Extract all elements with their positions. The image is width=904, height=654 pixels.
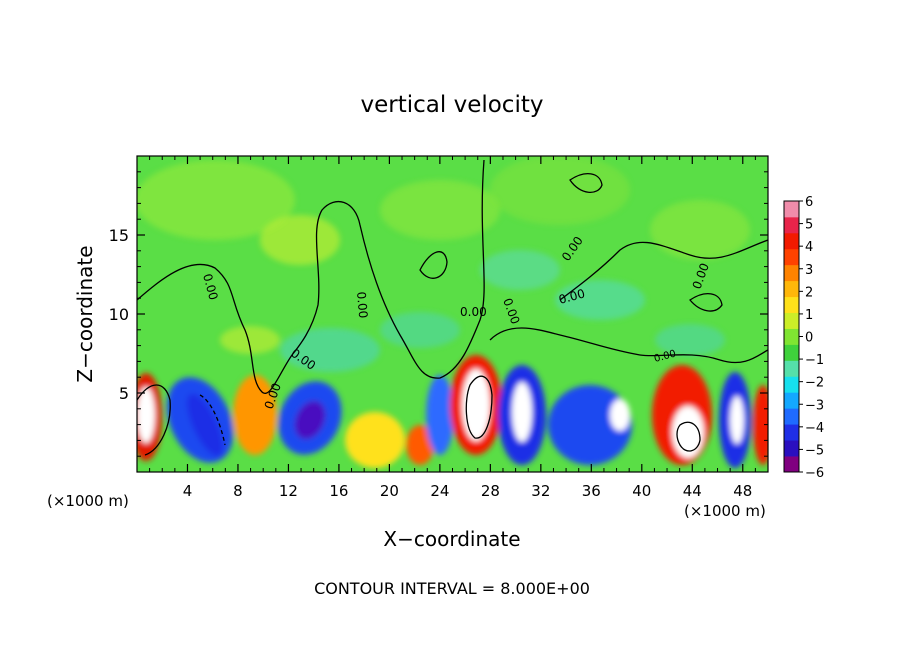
- x-tick-label: 36: [582, 482, 601, 500]
- colorbar-swatch: [784, 328, 799, 345]
- colorbar-swatch: [784, 201, 799, 218]
- colorbar-tick-label: 1: [805, 308, 813, 323]
- contour-label: 0.00: [460, 305, 487, 319]
- colorbar-swatch: [784, 360, 799, 377]
- y-axis-ticks: 5 10 15: [109, 171, 768, 457]
- colorbar-swatch: [784, 312, 799, 329]
- y-axis-label: Z−coordinate: [73, 245, 97, 382]
- x-tick-label: 44: [683, 482, 702, 500]
- x-tick-label: 8: [233, 482, 243, 500]
- colorbar-swatch: [784, 408, 799, 425]
- x-tick-label: 4: [183, 482, 193, 500]
- x-tick-label: 40: [632, 482, 651, 500]
- colorbar-swatch: [784, 296, 799, 313]
- chart-title: vertical velocity: [361, 92, 544, 118]
- colorbar-swatch: [784, 248, 799, 266]
- colorbar-swatch: [784, 424, 799, 441]
- colorbar-tick-label: −4: [805, 421, 824, 436]
- x-tick-label: 24: [430, 482, 449, 500]
- x-axis-label: X−coordinate: [383, 527, 520, 551]
- contour-label: 0.00: [354, 291, 370, 319]
- colorbar-tick-label: 2: [805, 285, 813, 300]
- velocity-field: [137, 156, 768, 468]
- colorbar-tick-label: 0: [805, 331, 813, 346]
- colorbar-tick-label: −3: [805, 398, 824, 413]
- y-tick-label: 15: [109, 226, 129, 245]
- x-tick-label: 32: [531, 482, 550, 500]
- x-tick-label: 16: [329, 482, 348, 500]
- x-axis-ticks: 4 8 12 16 20 24 28 32 36 40 44 48: [149, 156, 756, 500]
- colorbar: 6 5 4 3 2 1 0 −1 −2 −3 −4 −5 −6: [783, 195, 824, 481]
- contour-interval-note: CONTOUR INTERVAL = 8.000E+00: [314, 579, 590, 598]
- colorbar-swatch: [784, 232, 799, 250]
- y-tick-label: 10: [109, 305, 129, 324]
- colorbar-swatch: [784, 456, 799, 473]
- x-unit-label-right: (×1000 m): [684, 502, 766, 520]
- colorbar-swatch: [784, 280, 799, 298]
- colorbar-tick-label: 6: [805, 195, 813, 210]
- colorbar-swatch: [784, 264, 799, 282]
- colorbar-tick-label: −2: [805, 376, 824, 391]
- x-tick-label: 48: [733, 482, 752, 500]
- x-tick-label: 28: [481, 482, 500, 500]
- x-tick-label: 20: [380, 482, 399, 500]
- contour-label: 0.00: [557, 286, 586, 306]
- y-tick-label: 5: [119, 384, 129, 403]
- colorbar-tick-label: 4: [805, 240, 813, 255]
- colorbar-swatch: [784, 344, 799, 361]
- zero-contours: [137, 159, 768, 456]
- colorbar-tick-label: −5: [805, 443, 824, 458]
- colorbar-swatch: [784, 440, 799, 457]
- plot-area: 0.00 0.00 0.00 0.00 0.00 0.00 0.00 0.00 …: [109, 155, 769, 500]
- colorbar-tick-label: −6: [805, 466, 824, 481]
- colorbar-tick-label: 5: [805, 218, 813, 233]
- colorbar-swatch: [784, 392, 799, 409]
- colorbar-tick-label: −1: [805, 353, 824, 368]
- colorbar-swatch: [784, 376, 799, 393]
- x-unit-label-left: (×1000 m): [47, 492, 129, 510]
- colorbar-tick-label: 3: [805, 263, 813, 278]
- colorbar-swatch: [784, 216, 799, 234]
- contour-label: 0.00: [200, 272, 220, 301]
- x-tick-label: 12: [279, 482, 298, 500]
